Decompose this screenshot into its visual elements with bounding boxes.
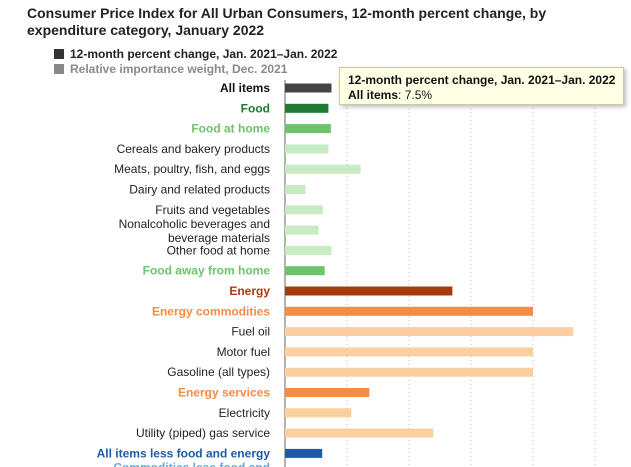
tooltip-arrow (331, 78, 339, 90)
category-label: Food away from home (143, 264, 271, 278)
bar[interactable] (285, 408, 352, 418)
legend-swatch-percent-change (54, 49, 64, 59)
bar[interactable] (285, 448, 323, 458)
category-label: Food at home (191, 122, 270, 136)
category-label: Food (241, 101, 270, 115)
category-label: All items less food and energy (97, 446, 271, 460)
category-label: Other food at home (167, 243, 271, 257)
bar[interactable] (285, 266, 325, 276)
chart-title: Consumer Price Index for All Urban Consu… (27, 5, 547, 38)
category-label: Energy (229, 284, 270, 298)
bar[interactable] (285, 428, 434, 438)
bar[interactable] (285, 245, 332, 255)
chart-tooltip: 12-month percent change, Jan. 2021–Jan. … (339, 67, 624, 105)
legend-swatch-importance-weight (54, 64, 64, 74)
category-label: Energy commodities (152, 304, 270, 318)
category-label: Dairy and related products (129, 183, 270, 197)
bar[interactable] (285, 367, 533, 377)
bar[interactable] (285, 388, 370, 397)
category-label: Energy services (178, 386, 270, 400)
bar[interactable] (285, 185, 306, 194)
category-label: Fruits and vegetables (155, 203, 270, 217)
category-label: Electricity (219, 406, 270, 420)
tooltip-value: 7.5% (404, 88, 433, 102)
category-label: Gasoline (all types) (167, 365, 270, 379)
legend-label-importance-weight: Relative importance weight, Dec. 2021 (70, 62, 288, 76)
tooltip-row: All items: 7.5% (348, 88, 433, 102)
bar[interactable] (285, 205, 323, 215)
bar[interactable] (285, 306, 533, 316)
category-label: All items (220, 81, 270, 95)
tooltip-label: All items (348, 88, 399, 102)
bar[interactable] (285, 144, 329, 154)
category-label: Utility (piped) gas service (136, 426, 270, 440)
bar[interactable] (285, 327, 574, 337)
bar[interactable] (285, 286, 453, 296)
bar[interactable] (285, 347, 533, 357)
bar[interactable] (285, 103, 329, 113)
bar[interactable] (285, 83, 332, 93)
bar[interactable] (285, 124, 331, 134)
bar[interactable] (285, 225, 319, 235)
bar[interactable] (285, 164, 361, 174)
category-label: Meats, poultry, fish, and eggs (114, 162, 270, 176)
category-label: Fuel oil (231, 325, 270, 339)
legend-label-percent-change: 12-month percent change, Jan. 2021–Jan. … (70, 47, 338, 61)
category-label: Motor fuel (217, 345, 270, 359)
category-label: Nonalcoholic beverages and beverage mater… (119, 217, 270, 245)
tooltip-title: 12-month percent change, Jan. 2021–Jan. … (348, 73, 616, 87)
category-label: Cereals and bakery products (117, 142, 270, 156)
